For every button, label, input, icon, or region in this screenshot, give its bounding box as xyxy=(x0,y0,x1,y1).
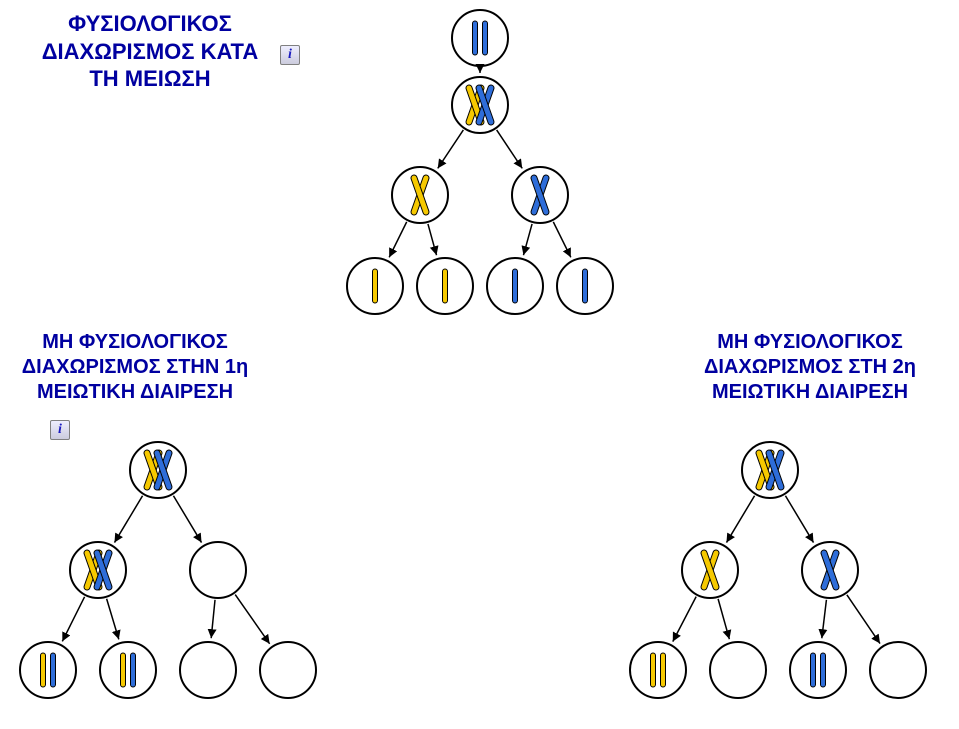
diagram-svg xyxy=(0,0,959,729)
